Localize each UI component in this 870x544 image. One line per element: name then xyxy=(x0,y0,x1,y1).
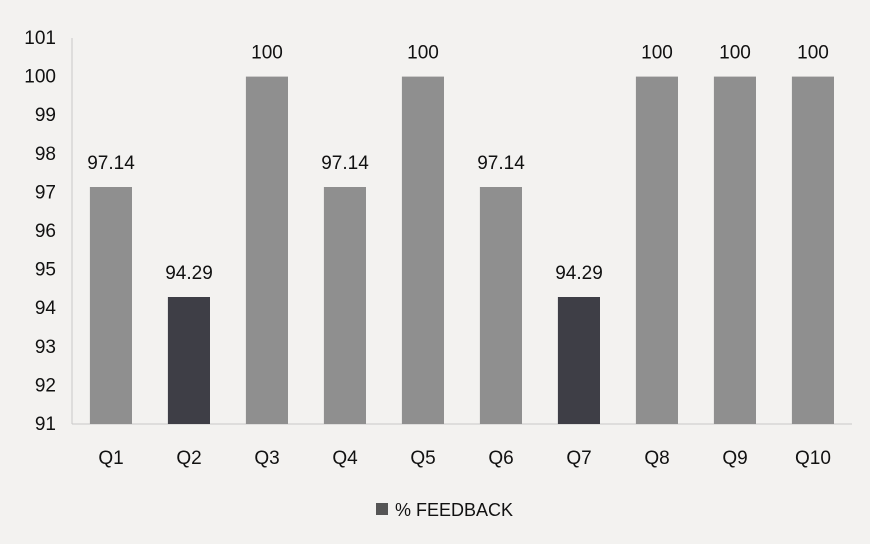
x-tick-label: Q9 xyxy=(722,448,747,469)
y-tick-label: 93 xyxy=(35,337,56,358)
bar-q2 xyxy=(167,297,210,424)
y-tick-label: 98 xyxy=(35,144,56,165)
x-tick-label: Q7 xyxy=(566,448,591,469)
bar-q3 xyxy=(245,76,288,424)
data-label: 100 xyxy=(251,43,283,64)
data-label: 97.14 xyxy=(321,153,369,174)
bar-q4 xyxy=(323,187,366,424)
x-tick-label: Q6 xyxy=(488,448,513,469)
bar-q6 xyxy=(479,187,522,424)
bar-q5 xyxy=(401,76,444,424)
bar-q9 xyxy=(713,76,756,424)
x-tick-label: Q1 xyxy=(98,448,123,469)
bar-q8 xyxy=(635,76,678,424)
bar-q10 xyxy=(791,76,834,424)
x-tick-label: Q5 xyxy=(410,448,435,469)
y-tick-label: 96 xyxy=(35,221,56,242)
data-label: 97.14 xyxy=(477,153,525,174)
data-label: 100 xyxy=(719,43,751,64)
x-axis-ticks: Q1 Q2 Q3 Q4 Q5 Q6 Q7 Q8 Q9 Q10 xyxy=(98,448,831,469)
y-axis-ticks: 91 92 93 94 95 96 97 98 99 100 101 xyxy=(24,28,56,435)
data-labels: 97.14 94.29 100 97.14 100 97.14 94.29 100 100 100 xyxy=(87,43,829,284)
bar-q7 xyxy=(557,297,600,424)
data-label: 94.29 xyxy=(165,263,213,284)
data-label: 100 xyxy=(407,43,439,64)
y-tick-label: 97 xyxy=(35,182,56,203)
y-tick-label: 99 xyxy=(35,105,56,126)
data-label: 97.14 xyxy=(87,153,135,174)
data-label: 94.29 xyxy=(555,263,603,284)
x-tick-label: Q4 xyxy=(332,448,358,469)
x-tick-label: Q3 xyxy=(254,448,279,469)
y-tick-label: 94 xyxy=(35,298,57,319)
bar-q1 xyxy=(89,187,132,424)
data-label: 100 xyxy=(641,43,673,64)
y-tick-label: 91 xyxy=(35,414,56,435)
x-tick-label: Q8 xyxy=(644,448,669,469)
y-tick-label: 101 xyxy=(24,28,56,49)
data-label: 100 xyxy=(797,43,829,64)
legend-swatch xyxy=(376,503,388,515)
legend: % FEEDBACK xyxy=(376,500,513,520)
x-tick-label: Q2 xyxy=(176,448,201,469)
y-tick-label: 95 xyxy=(35,260,56,281)
y-tick-label: 100 xyxy=(24,67,56,88)
legend-label: % FEEDBACK xyxy=(395,500,513,520)
bars xyxy=(89,76,834,424)
y-tick-label: 92 xyxy=(35,375,56,396)
x-tick-label: Q10 xyxy=(795,448,831,469)
